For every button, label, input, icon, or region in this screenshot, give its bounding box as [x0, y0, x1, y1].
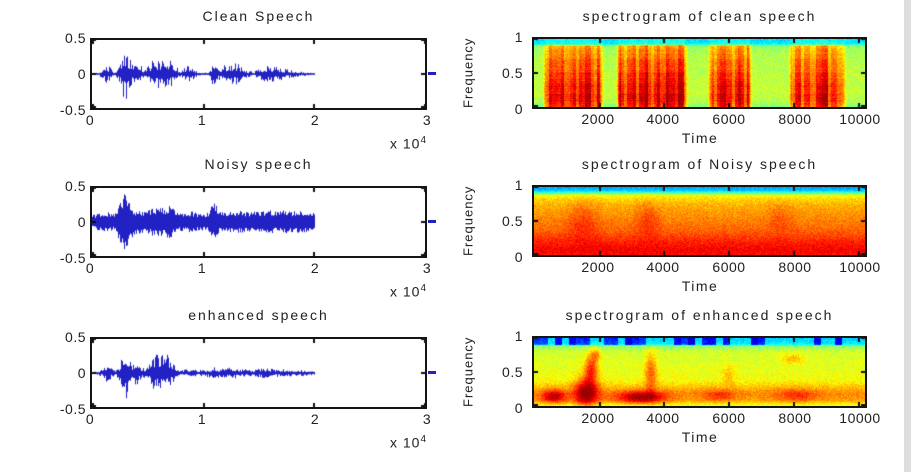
x-tick-label: 6000 — [712, 410, 746, 426]
x-tick-label: 1 — [197, 260, 207, 276]
x-tick-label: 2000 — [581, 410, 615, 426]
x-tick-label: 3 — [422, 260, 432, 276]
x-scale-exponent: x 104 — [389, 135, 427, 152]
trace-end-mark — [428, 72, 436, 75]
x-tick-label: 8000 — [778, 410, 812, 426]
plot-area — [532, 185, 867, 257]
y-tick-label: 0 — [514, 249, 523, 265]
y-tick-label: 0.5 — [502, 364, 523, 380]
panel-clean-speech-waveform: Clean Speech 0.5 0 -0.5 0 1 2 3 x 104 — [40, 8, 440, 168]
noisy-speech-waveform-canvas — [92, 188, 425, 256]
x-tick-label: 4000 — [646, 410, 680, 426]
clean-speech-waveform-canvas — [92, 40, 425, 108]
x-tick-label: 6000 — [712, 259, 746, 275]
frequency-axis-label: Frequency — [460, 37, 476, 109]
time-axis-label: Time — [681, 429, 719, 445]
frequency-axis-label: Frequency — [460, 185, 476, 257]
y-tick-label: 0.5 — [65, 329, 86, 345]
trace-end-mark — [428, 371, 436, 374]
y-tick-label: 1 — [514, 29, 523, 45]
x-tick-label: 10000 — [839, 259, 881, 275]
y-tick-label: 1 — [514, 177, 523, 193]
noisy-spectrogram-canvas — [534, 187, 865, 255]
x-scale-exponent: x 104 — [389, 434, 427, 451]
enhanced-speech-waveform-canvas — [92, 339, 425, 407]
x-tick-label: 4000 — [646, 111, 680, 127]
x-tick-label: 0 — [85, 260, 95, 276]
y-tick-label: 0 — [77, 365, 86, 381]
x-tick-label: 8000 — [778, 111, 812, 127]
x-tick-label: 2 — [310, 260, 320, 276]
time-axis-label: Time — [681, 278, 719, 294]
x-tick-label: 4000 — [646, 259, 680, 275]
y-tick-label: 0.5 — [502, 213, 523, 229]
x-tick-label: 3 — [422, 411, 432, 427]
y-tick-label: 1 — [514, 328, 523, 344]
y-tick-label: 0.5 — [65, 178, 86, 194]
plot-area — [90, 186, 427, 258]
y-tick-label: 0 — [514, 400, 523, 416]
y-tick-label: 0 — [514, 101, 523, 117]
y-tick-label: -0.5 — [59, 102, 86, 118]
plot-title: Clean Speech — [202, 8, 315, 24]
x-tick-label: 8000 — [778, 259, 812, 275]
time-axis-label: Time — [681, 130, 719, 146]
x-scale-exponent: x 104 — [389, 283, 427, 300]
y-tick-label: -0.5 — [59, 401, 86, 417]
plot-title: Noisy speech — [204, 156, 313, 172]
plot-area — [90, 38, 427, 110]
x-tick-label: 2000 — [581, 111, 615, 127]
panel-spectrogram-clean: spectrogram of clean speech Frequency 1 … — [455, 8, 911, 168]
panel-spectrogram-noisy: spectrogram of Noisy speech Frequency 1 … — [455, 156, 911, 316]
scan-edge-artifact — [904, 0, 911, 472]
x-tick-label: 6000 — [712, 111, 746, 127]
x-tick-label: 2 — [310, 112, 320, 128]
y-tick-label: 0.5 — [65, 30, 86, 46]
trace-end-mark — [428, 220, 436, 223]
plot-title: spectrogram of enhanced speech — [565, 307, 834, 323]
frequency-axis-label: Frequency — [460, 336, 476, 408]
y-tick-label: 0 — [77, 214, 86, 230]
plot-title: spectrogram of Noisy speech — [581, 156, 818, 172]
x-tick-label: 10000 — [839, 410, 881, 426]
panel-noisy-speech-waveform: Noisy speech 0.5 0 -0.5 0 1 2 3 x 104 — [40, 156, 440, 316]
plot-area — [532, 37, 867, 109]
y-tick-label: 0.5 — [502, 65, 523, 81]
panel-spectrogram-enhanced: spectrogram of enhanced speech Frequency… — [455, 307, 911, 467]
y-tick-label: 0 — [77, 66, 86, 82]
x-tick-label: 2000 — [581, 259, 615, 275]
panel-enhanced-speech-waveform: enhanced speech 0.5 0 -0.5 0 1 2 3 x 104 — [40, 307, 440, 467]
plot-area — [532, 336, 867, 408]
x-tick-label: 0 — [85, 112, 95, 128]
clean-spectrogram-canvas — [534, 39, 865, 107]
plot-title: spectrogram of clean speech — [582, 8, 817, 24]
x-tick-label: 10000 — [839, 111, 881, 127]
x-tick-label: 3 — [422, 112, 432, 128]
x-tick-label: 1 — [197, 112, 207, 128]
enhanced-spectrogram-canvas — [534, 338, 865, 406]
y-tick-label: -0.5 — [59, 250, 86, 266]
x-tick-label: 2 — [310, 411, 320, 427]
plot-title: enhanced speech — [188, 307, 329, 323]
plot-area — [90, 337, 427, 409]
x-tick-label: 0 — [85, 411, 95, 427]
x-tick-label: 1 — [197, 411, 207, 427]
